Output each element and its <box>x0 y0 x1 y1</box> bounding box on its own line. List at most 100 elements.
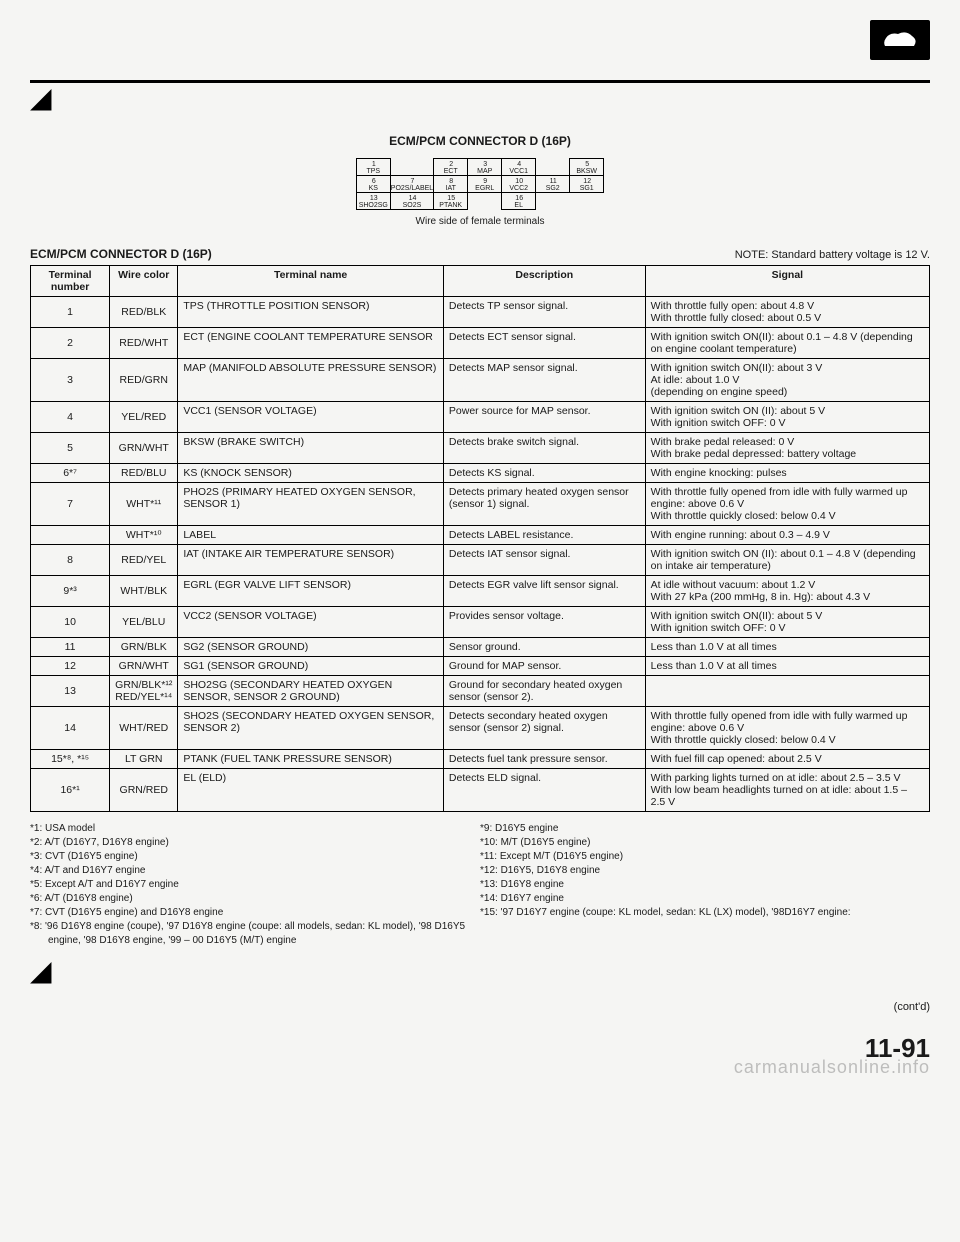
table-cell: LABEL <box>178 526 444 545</box>
table-cell: Ground for secondary heated oxygen senso… <box>443 676 645 707</box>
col-terminal-name: Terminal name <box>178 266 444 297</box>
table-cell: WHT/RED <box>110 707 178 750</box>
connector-pin: 12SG1 <box>570 176 604 193</box>
table-cell: 14 <box>31 707 110 750</box>
connector-table: Terminal number Wire color Terminal name… <box>30 265 930 812</box>
table-cell: BKSW (BRAKE SWITCH) <box>178 433 444 464</box>
col-wire-color: Wire color <box>110 266 178 297</box>
footnote-item: *4: A/T and D16Y7 engine <box>30 864 480 878</box>
table-cell: MAP (MANIFOLD ABSOLUTE PRESSURE SENSOR) <box>178 359 444 402</box>
table-row: 5GRN/WHTBKSW (BRAKE SWITCH)Detects brake… <box>31 433 930 464</box>
connector-pinout-diagram: 1TPS2ECT3MAP4VCC15BKSW6KS7PO2S/LABEL8IAT… <box>356 158 604 210</box>
table-cell: RED/WHT <box>110 328 178 359</box>
table-row: 7WHT*¹¹PHO2S (PRIMARY HEATED OXYGEN SENS… <box>31 483 930 526</box>
table-cell: Detects fuel tank pressure sensor. <box>443 750 645 769</box>
table-cell: With parking lights turned on at idle: a… <box>645 769 929 812</box>
table-cell: YEL/RED <box>110 402 178 433</box>
table-cell: 13 <box>31 676 110 707</box>
table-cell: 15*⁸, *¹⁵ <box>31 750 110 769</box>
table-cell: KS (KNOCK SENSOR) <box>178 464 444 483</box>
table-cell: SG2 (SENSOR GROUND) <box>178 638 444 657</box>
connector-pin <box>536 193 570 210</box>
table-cell: With brake pedal released: 0 V With brak… <box>645 433 929 464</box>
footnotes-right: *9: D16Y5 engine*10: M/T (D16Y5 engine)*… <box>480 822 930 948</box>
table-cell: RED/BLU <box>110 464 178 483</box>
footnotes: *1: USA model*2: A/T (D16Y7, D16Y8 engin… <box>30 822 930 948</box>
connector-pin: 4VCC1 <box>502 159 536 176</box>
connector-pin: 10VCC2 <box>502 176 536 193</box>
table-row: 12GRN/WHTSG1 (SENSOR GROUND)Ground for M… <box>31 657 930 676</box>
table-cell: Detects brake switch signal. <box>443 433 645 464</box>
hand-icon <box>880 28 920 52</box>
col-description: Description <box>443 266 645 297</box>
table-cell: Detects ECT sensor signal. <box>443 328 645 359</box>
table-row: 13GRN/BLK*¹² RED/YEL*¹⁴SHO2SG (SECONDARY… <box>31 676 930 707</box>
table-header-row: Terminal number Wire color Terminal name… <box>31 266 930 297</box>
footnote-item: *6: A/T (D16Y8 engine) <box>30 892 480 906</box>
table-cell: 7 <box>31 483 110 526</box>
table-cell: 3 <box>31 359 110 402</box>
table-cell: GRN/WHT <box>110 657 178 676</box>
connector-pin: 5BKSW <box>570 159 604 176</box>
footnotes-left: *1: USA model*2: A/T (D16Y7, D16Y8 engin… <box>30 822 480 948</box>
table-cell: WHT*¹¹ <box>110 483 178 526</box>
table-cell: With throttle fully open: about 4.8 V Wi… <box>645 297 929 328</box>
table-cell: With throttle fully opened from idle wit… <box>645 707 929 750</box>
table-cell: 12 <box>31 657 110 676</box>
footnote-item: *8: '96 D16Y8 engine (coupe), '97 D16Y8 … <box>30 920 480 948</box>
table-cell: RED/BLK <box>110 297 178 328</box>
connector-pin: 7PO2S/LABEL <box>390 176 433 193</box>
table-cell: LT GRN <box>110 750 178 769</box>
table-cell: With ignition switch ON(II): about 0.1 –… <box>645 328 929 359</box>
table-cell: WHT/BLK <box>110 576 178 607</box>
table-cell: Detects ELD signal. <box>443 769 645 812</box>
connector-pin: 16EL <box>502 193 536 210</box>
table-cell: 10 <box>31 607 110 638</box>
table-cell: With engine running: about 0.3 – 4.9 V <box>645 526 929 545</box>
connector-pin: 14SO2S <box>390 193 433 210</box>
diagram-title: ECM/PCM CONNECTOR D (16P) <box>30 134 930 148</box>
table-row: 1RED/BLKTPS (THROTTLE POSITION SENSOR)De… <box>31 297 930 328</box>
footnote-item: *5: Except A/T and D16Y7 engine <box>30 878 480 892</box>
table-cell: EGRL (EGR VALVE LIFT SENSOR) <box>178 576 444 607</box>
watermark: carmanualsonline.info <box>734 1057 930 1078</box>
footnote-item: *15: '97 D16Y7 engine (coupe: KL model, … <box>480 906 930 920</box>
table-cell: TPS (THROTTLE POSITION SENSOR) <box>178 297 444 328</box>
table-cell: Detects LABEL resistance. <box>443 526 645 545</box>
table-row: 16*¹GRN/REDEL (ELD)Detects ELD signal.Wi… <box>31 769 930 812</box>
continued-label: (cont'd) <box>30 1001 930 1013</box>
table-row: 6*⁷RED/BLUKS (KNOCK SENSOR)Detects KS si… <box>31 464 930 483</box>
footnote-item: *7: CVT (D16Y5 engine) and D16Y8 engine <box>30 906 480 920</box>
footnote-item: *9: D16Y5 engine <box>480 822 930 836</box>
section-arrow-icon: ◢ <box>30 954 930 987</box>
footnote-item: *13: D16Y8 engine <box>480 878 930 892</box>
diagram-caption: Wire side of female terminals <box>30 216 930 227</box>
table-cell: Detects IAT sensor signal. <box>443 545 645 576</box>
connector-pin <box>536 159 570 176</box>
table-cell: Power source for MAP sensor. <box>443 402 645 433</box>
table-row: WHT*¹⁰LABELDetects LABEL resistance.With… <box>31 526 930 545</box>
table-cell: With ignition switch ON(II): about 3 V A… <box>645 359 929 402</box>
table-cell: 5 <box>31 433 110 464</box>
table-cell: Sensor ground. <box>443 638 645 657</box>
connector-pin: 13SHO2SG <box>356 193 390 210</box>
table-cell: Detects secondary heated oxygen sensor (… <box>443 707 645 750</box>
table-cell: Provides sensor voltage. <box>443 607 645 638</box>
table-cell: 4 <box>31 402 110 433</box>
table-cell: GRN/WHT <box>110 433 178 464</box>
table-cell: With engine knocking: pulses <box>645 464 929 483</box>
table-cell: RED/YEL <box>110 545 178 576</box>
connector-pin: 11SG2 <box>536 176 570 193</box>
table-cell: EL (ELD) <box>178 769 444 812</box>
table-row: 14WHT/REDSHO2S (SECONDARY HEATED OXYGEN … <box>31 707 930 750</box>
footnote-item: *1: USA model <box>30 822 480 836</box>
brand-logo <box>870 20 930 60</box>
table-cell: VCC2 (SENSOR VOLTAGE) <box>178 607 444 638</box>
table-cell: YEL/BLU <box>110 607 178 638</box>
table-cell: 8 <box>31 545 110 576</box>
table-cell: GRN/RED <box>110 769 178 812</box>
table-cell: ECT (ENGINE COOLANT TEMPERATURE SENSOR <box>178 328 444 359</box>
table-cell: At idle without vacuum: about 1.2 V With… <box>645 576 929 607</box>
table-row: 9*³WHT/BLKEGRL (EGR VALVE LIFT SENSOR)De… <box>31 576 930 607</box>
table-cell <box>31 526 110 545</box>
